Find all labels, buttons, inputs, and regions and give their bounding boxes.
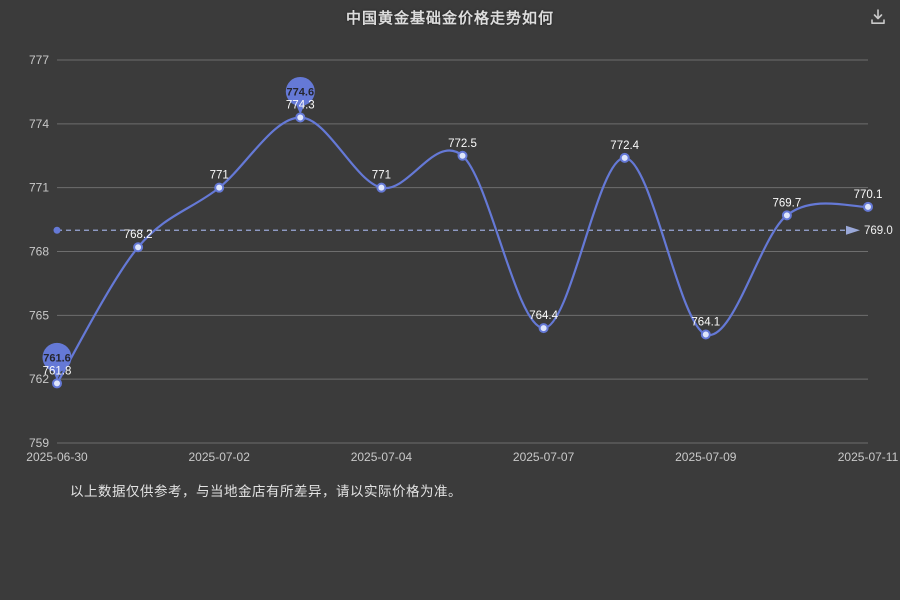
data-point-label: 772.5 [448,138,477,150]
max-markpoint [285,76,315,106]
data-point-marker[interactable] [781,210,792,221]
y-axis-label: 759 [29,436,49,450]
x-axis-label: 2025-07-07 [513,450,575,464]
x-axis-label: 2025-07-11 [838,450,899,464]
x-axis-label: 2025-07-04 [351,450,413,464]
data-point-marker[interactable] [457,150,468,161]
x-axis-label: 2025-07-02 [189,450,251,464]
average-markline-arrow [846,225,860,235]
average-markline-start-dot [53,226,61,234]
min-markpoint-label: 761.6 [43,352,71,364]
data-point-label: 764.1 [691,316,720,328]
download-button[interactable] [866,5,890,29]
data-point-label: 771 [210,170,229,182]
data-point-marker[interactable] [214,182,225,193]
x-axis-label: 2025-06-30 [26,450,88,464]
min-markpoint [42,342,72,372]
download-icon [871,9,885,24]
data-point-label: 772.4 [610,140,639,152]
average-markline-label: 769.0 [864,225,893,237]
data-point-label: 771 [372,170,391,182]
data-point-marker[interactable] [619,152,630,163]
y-axis-label: 777 [29,53,49,67]
y-axis-label: 768 [29,245,49,259]
x-axis-label: 2025-07-09 [675,450,737,464]
y-axis-label: 765 [29,308,49,322]
data-point-marker[interactable] [538,323,549,334]
data-point-label: 770.1 [854,189,883,201]
data-point-label: 761.8 [43,365,72,377]
series-line [55,116,870,385]
chart-title: 中国黄金基础金价格走势如何 [345,10,554,27]
data-point-marker[interactable] [376,182,387,193]
data-point-label: 774.3 [286,99,315,111]
data-point-label: 764.4 [529,310,558,322]
data-point-label: 768.2 [124,229,153,241]
data-point-marker[interactable] [133,242,144,253]
data-point-marker[interactable] [863,201,873,212]
max-markpoint-label: 774.6 [287,86,315,98]
y-axis-label: 774 [29,117,49,131]
disclaimer-text: 以上数据仅供参考，与当地金店有所差异，请以实际价格为准。 [70,484,462,499]
y-axis-label: 762 [29,372,49,386]
data-point-marker[interactable] [295,112,306,123]
y-axis-label: 771 [29,181,49,195]
data-point-label: 769.7 [773,197,802,209]
data-point-marker[interactable] [700,329,711,340]
data-point-marker[interactable] [52,378,62,389]
